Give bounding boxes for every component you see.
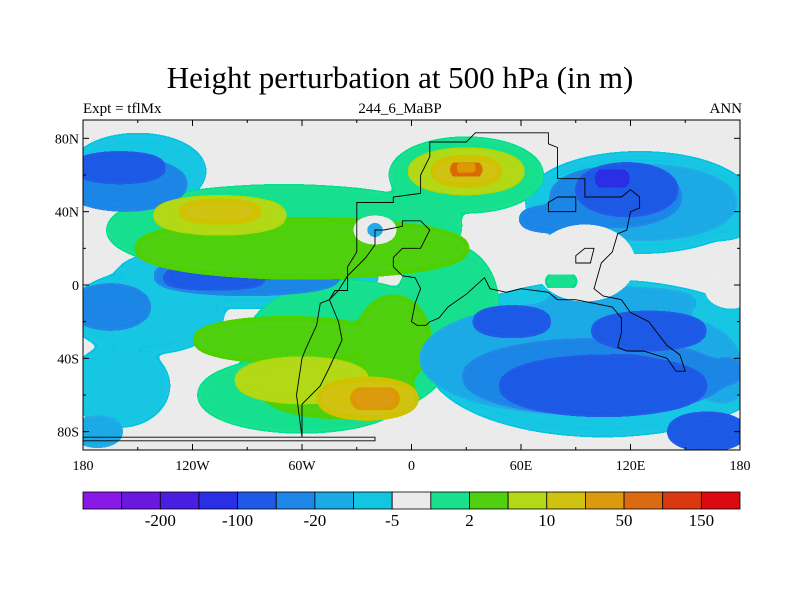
colorbar-swatch bbox=[237, 491, 277, 510]
x-tick-label: 60W bbox=[288, 459, 316, 474]
y-tick-label: 40S bbox=[57, 352, 79, 367]
coastline-2 bbox=[547, 196, 577, 213]
x-tick-label: 120E bbox=[616, 459, 646, 474]
contour-blob bbox=[708, 274, 740, 304]
x-tick-label: 180 bbox=[730, 459, 751, 474]
colorbar-swatch bbox=[275, 491, 316, 510]
contour-band-10 bbox=[475, 167, 740, 447]
contour-band-11 bbox=[597, 171, 627, 187]
contour-blob bbox=[196, 321, 379, 359]
contour-blob bbox=[670, 417, 740, 447]
colorbar-label: 2 bbox=[465, 511, 474, 530]
colorbar-swatch bbox=[469, 491, 509, 510]
colorbar-swatch bbox=[585, 491, 625, 510]
contour-blob bbox=[714, 362, 740, 381]
coastline-0 bbox=[83, 436, 376, 442]
colorbar-label: -100 bbox=[222, 511, 253, 530]
contour-band-5 bbox=[353, 389, 397, 408]
contour-blob bbox=[579, 167, 675, 212]
colorbar-swatch bbox=[700, 491, 741, 510]
coastline-3 bbox=[575, 247, 595, 264]
contour-blob bbox=[83, 349, 166, 423]
contour-blob bbox=[475, 310, 549, 333]
experiment-label: Expt = tflMx bbox=[83, 101, 162, 117]
coastline-1 bbox=[296, 132, 686, 438]
contour-blob bbox=[548, 292, 695, 315]
colorbar-label: -20 bbox=[304, 511, 327, 530]
contour-blob bbox=[163, 270, 266, 285]
coastlines bbox=[83, 132, 686, 442]
colorbar-swatch bbox=[430, 491, 470, 510]
colorbar-swatch bbox=[546, 491, 586, 510]
contour-blob bbox=[83, 156, 164, 179]
contour-blob bbox=[179, 204, 261, 220]
x-tick-label: 0 bbox=[408, 459, 415, 474]
colorbar-swatch bbox=[159, 491, 200, 510]
contour-blob bbox=[546, 275, 576, 287]
axes: 180 120W 60W 0 60E 120E 180 80N 40N 0 40S 80S bbox=[55, 120, 751, 474]
colorbar-label: 150 bbox=[689, 511, 715, 530]
contour-band-14 bbox=[546, 275, 576, 287]
colorbar-swatch bbox=[353, 491, 393, 510]
colorbar-swatch bbox=[82, 491, 123, 510]
colorbar-swatch bbox=[391, 491, 432, 510]
contour-band-1 bbox=[83, 156, 266, 285]
colorbar-swatch bbox=[507, 491, 548, 510]
contour-blob bbox=[83, 288, 147, 326]
y-tick-label: 40N bbox=[55, 206, 79, 221]
contour-blob bbox=[521, 209, 594, 229]
chart-title: Height perturbation at 500 hPa (in m) bbox=[166, 60, 634, 95]
colorbar-swatch bbox=[198, 491, 238, 510]
run-label: 244_6_MaBP bbox=[358, 101, 442, 117]
height-field bbox=[83, 120, 740, 450]
contour-blob bbox=[353, 389, 397, 408]
x-tick-label: 60E bbox=[510, 459, 533, 474]
colorbar-label: -200 bbox=[145, 511, 176, 530]
contour-blob bbox=[594, 316, 704, 346]
colorbar-label: -5 bbox=[385, 511, 399, 530]
x-tick-label: 120W bbox=[175, 459, 210, 474]
x-tick-label: 180 bbox=[73, 459, 94, 474]
contour-blob bbox=[83, 420, 120, 443]
colorbar-label: 10 bbox=[538, 511, 555, 530]
colorbar-label: 50 bbox=[616, 511, 633, 530]
colorbar: -200 -100 -20 -5 2 10 50 150 bbox=[82, 491, 741, 530]
colorbar-swatch bbox=[121, 491, 161, 510]
contour-blob bbox=[502, 360, 704, 412]
colorbar-swatch bbox=[662, 491, 702, 510]
colorbar-swatch bbox=[314, 491, 354, 510]
contour-blob bbox=[457, 164, 476, 172]
y-tick-label: 80S bbox=[57, 426, 79, 441]
y-tick-label: 0 bbox=[72, 279, 79, 294]
colorbar-swatch bbox=[623, 491, 664, 510]
season-label: ANN bbox=[709, 101, 743, 117]
contour-blob bbox=[597, 171, 627, 187]
contour-band-7 bbox=[457, 164, 476, 172]
y-tick-label: 80N bbox=[55, 132, 79, 147]
contour-blob bbox=[360, 299, 427, 381]
